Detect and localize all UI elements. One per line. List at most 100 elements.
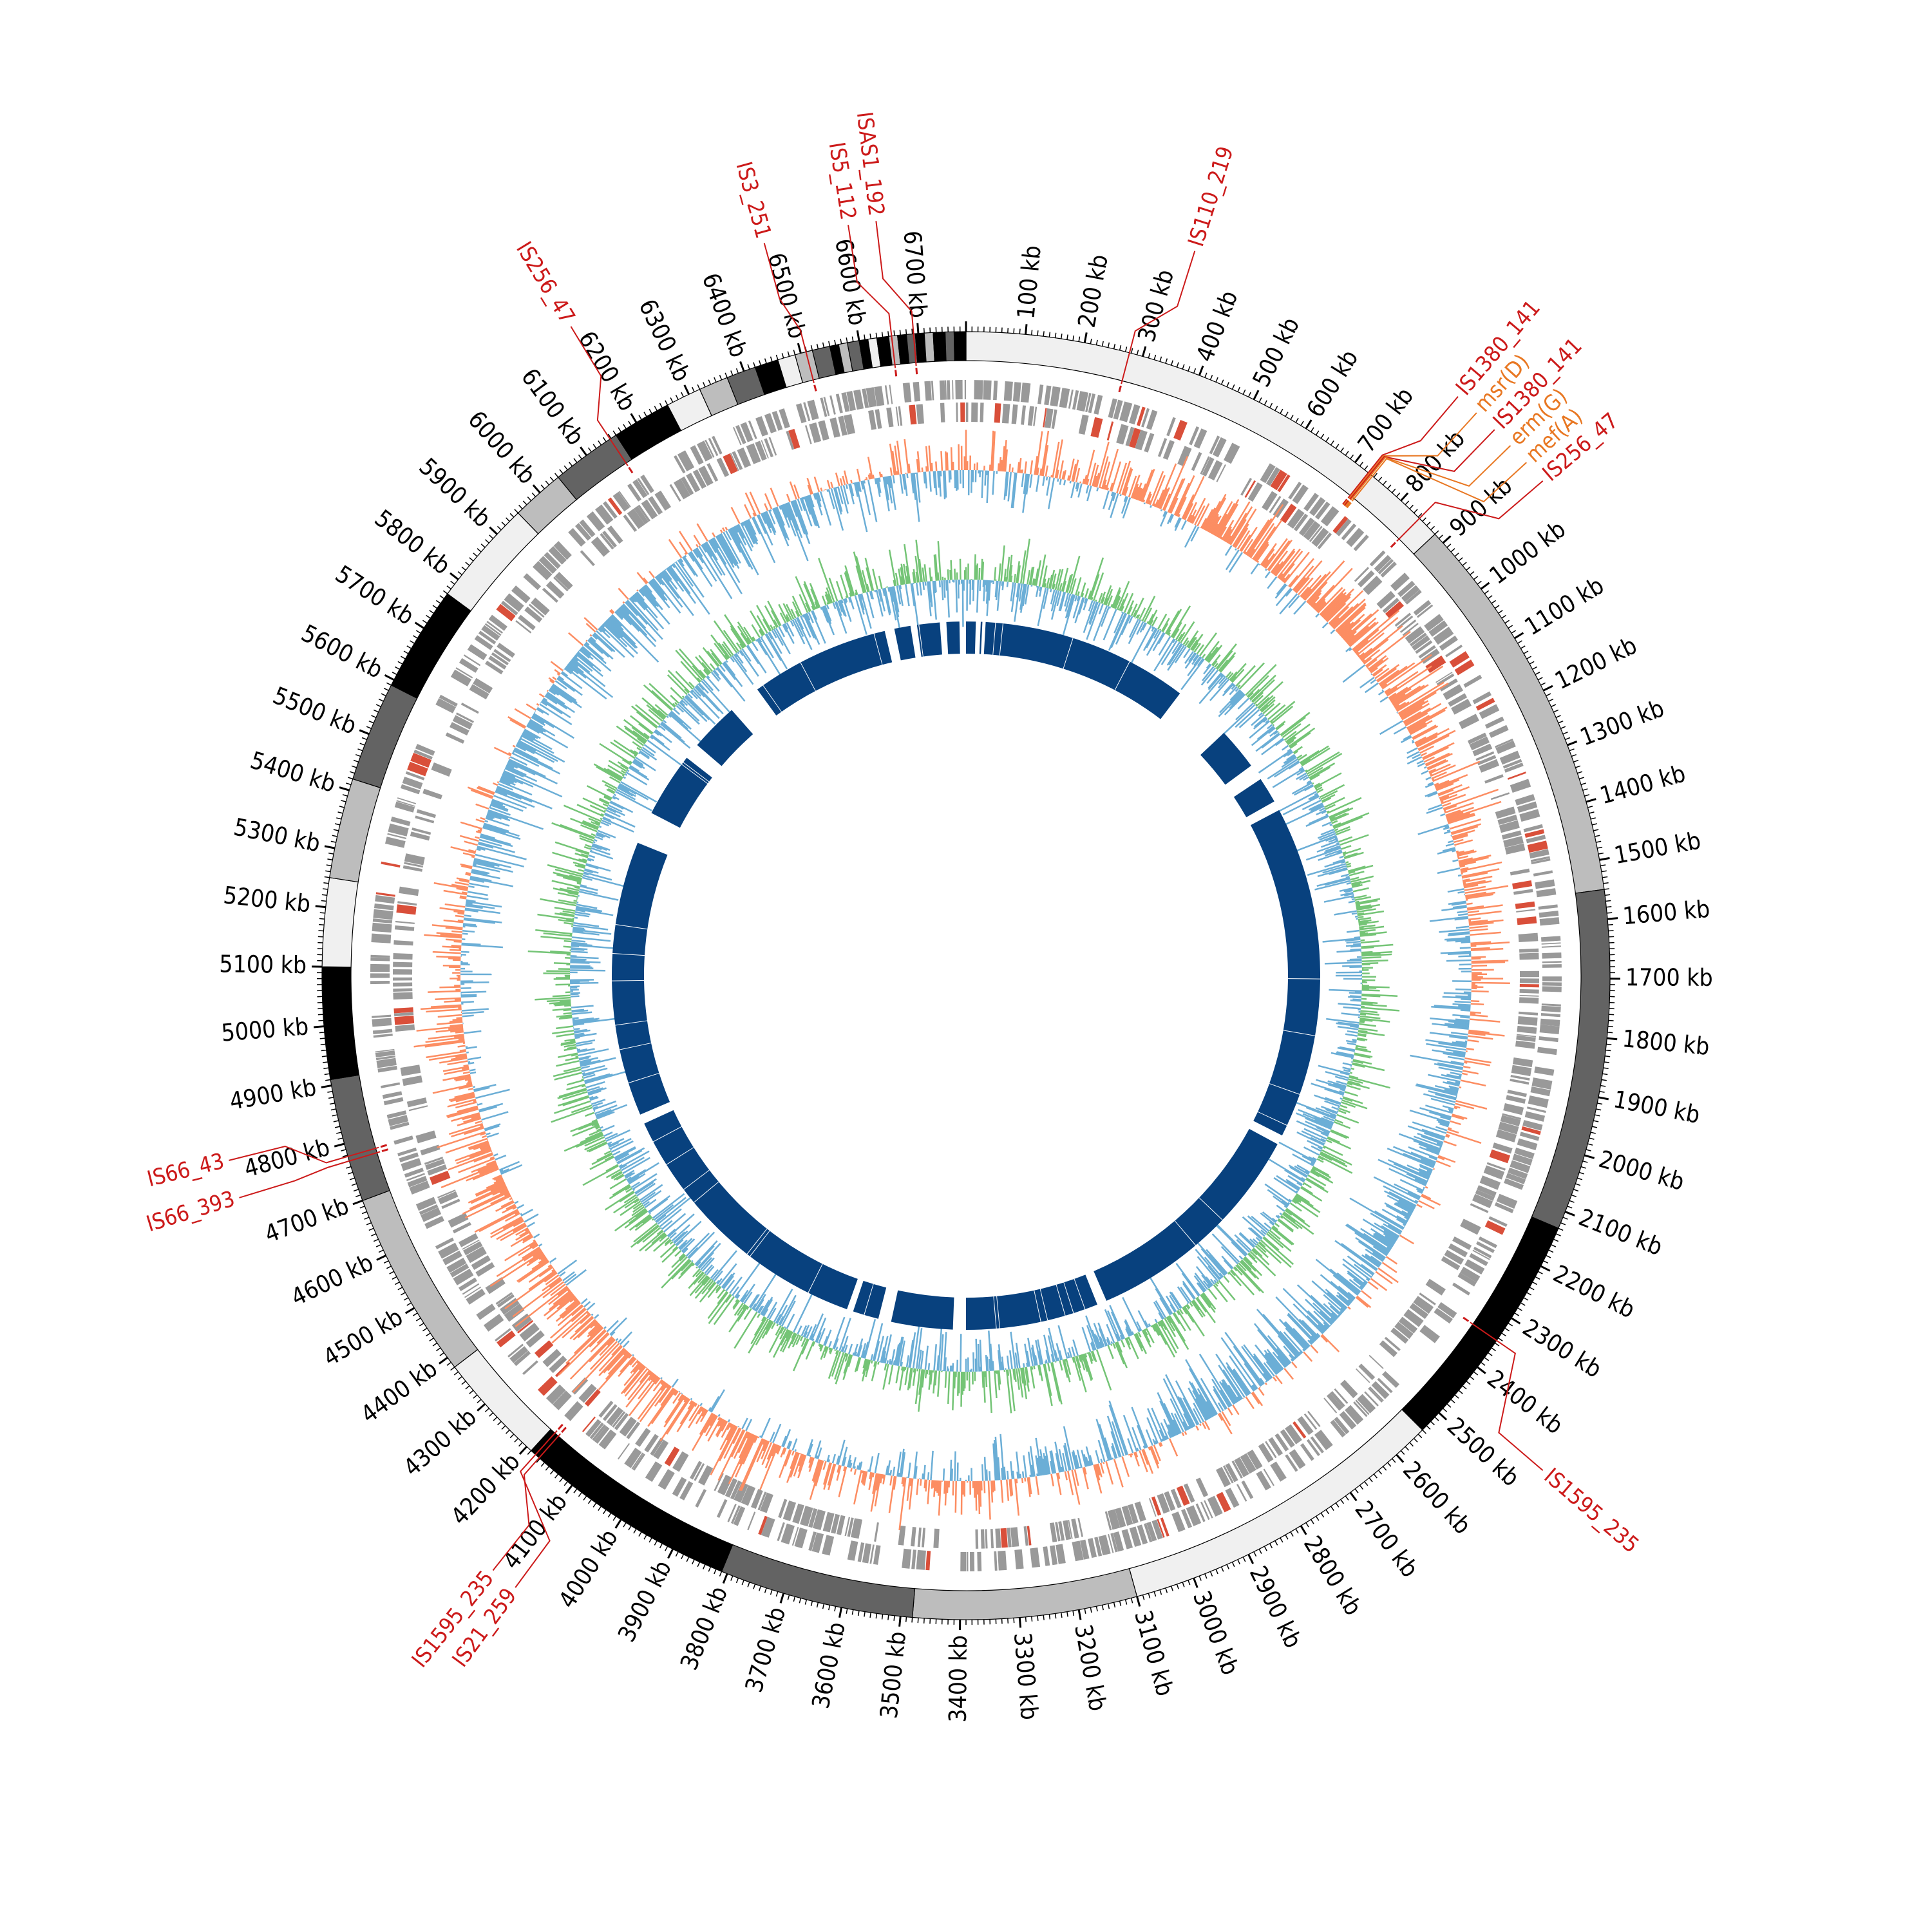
gene-feature xyxy=(589,1422,604,1439)
gene-feature xyxy=(478,630,497,645)
minor-tick xyxy=(1182,364,1185,370)
gene-feature xyxy=(1113,399,1123,420)
track-bar xyxy=(997,1370,1001,1390)
track-bar xyxy=(1430,1097,1455,1106)
track-bar xyxy=(998,563,1001,582)
track-bar xyxy=(590,1321,598,1329)
minor-tick xyxy=(375,1244,381,1247)
track-bar xyxy=(1078,597,1085,615)
minor-tick xyxy=(864,1611,866,1617)
track-bar xyxy=(813,493,817,500)
track-bar xyxy=(1015,1342,1021,1368)
minor-tick xyxy=(325,1079,331,1081)
gene-feature xyxy=(404,1168,424,1178)
track-bar xyxy=(1342,1097,1353,1103)
track-bar xyxy=(740,522,754,548)
gene-feature xyxy=(1088,393,1095,413)
track-bar xyxy=(513,748,553,770)
track-bar xyxy=(1264,571,1271,578)
track-bar xyxy=(1171,621,1182,638)
track-bar xyxy=(1233,1345,1263,1387)
minor-tick xyxy=(1019,328,1021,334)
track-bar xyxy=(1339,1046,1356,1051)
track-bar xyxy=(1427,781,1434,786)
track-bar xyxy=(1263,1362,1275,1377)
gene-feature xyxy=(415,815,435,824)
track-bar xyxy=(540,1256,547,1261)
track-bar xyxy=(1307,766,1323,777)
track-bar xyxy=(1021,469,1023,473)
track-bar xyxy=(1185,1304,1190,1310)
track-bar xyxy=(473,860,495,867)
minor-tick xyxy=(670,397,674,402)
track-bar xyxy=(442,1074,471,1081)
gene-feature xyxy=(1043,408,1047,428)
track-bar xyxy=(615,610,624,619)
track-bar xyxy=(549,1278,562,1288)
gene-feature xyxy=(1472,1249,1490,1260)
track-bar xyxy=(1258,1242,1282,1264)
track-bar xyxy=(1088,600,1094,612)
track-bar xyxy=(1375,1271,1393,1285)
track-bar xyxy=(1398,692,1437,716)
track-bar xyxy=(1155,1288,1172,1315)
gene-feature xyxy=(1144,433,1155,453)
track-bar xyxy=(1243,1344,1271,1381)
minor-tick xyxy=(1578,1171,1585,1175)
track-bar xyxy=(1320,1138,1327,1142)
track-bar xyxy=(1358,920,1369,924)
track-bar xyxy=(1083,600,1095,634)
minor-tick xyxy=(527,497,532,501)
track-bar xyxy=(856,1465,859,1470)
track-bar xyxy=(455,881,469,886)
track-bar xyxy=(1323,1324,1329,1329)
track-bar xyxy=(681,1392,683,1394)
minor-tick xyxy=(1300,421,1304,426)
track-bar xyxy=(1452,835,1468,840)
minor-tick xyxy=(522,500,527,506)
track-bar xyxy=(665,569,667,571)
gene-feature xyxy=(946,380,951,400)
gene-feature xyxy=(1531,1077,1553,1090)
track-bar xyxy=(1237,697,1249,710)
track-bar xyxy=(463,917,502,923)
gene-feature xyxy=(1484,716,1504,729)
track-bar xyxy=(469,1068,476,1072)
track-bar xyxy=(934,1370,938,1386)
gene-feature xyxy=(1108,398,1117,419)
track-bar xyxy=(721,1422,731,1438)
track-bar xyxy=(1412,741,1415,744)
track-bar xyxy=(572,658,591,674)
track-bar xyxy=(1168,478,1186,513)
gene-feature xyxy=(1208,460,1223,481)
gene-feature xyxy=(873,1545,881,1565)
track-bar xyxy=(1264,1183,1292,1203)
track-bar xyxy=(868,1472,873,1490)
track-bar xyxy=(695,1408,706,1425)
minor-tick xyxy=(1373,1473,1378,1479)
gene-feature xyxy=(375,895,395,904)
gene-feature xyxy=(394,925,415,931)
gene-feature xyxy=(813,1509,826,1530)
track-bar xyxy=(1158,636,1171,656)
track-bar xyxy=(1294,784,1314,796)
track-bar xyxy=(1352,610,1400,650)
tick-label: 6000 kb xyxy=(462,406,541,489)
track-bar xyxy=(1218,676,1226,685)
gene-feature xyxy=(1542,986,1562,992)
track-bar xyxy=(1022,538,1030,584)
track-bar xyxy=(477,1103,483,1106)
track-bar xyxy=(1181,494,1195,519)
track-bar xyxy=(580,648,594,660)
track-bar xyxy=(1121,1456,1130,1477)
track-bar xyxy=(943,1481,946,1494)
track-bar xyxy=(474,858,512,869)
track-bar xyxy=(1312,782,1314,785)
track-bar xyxy=(1323,1131,1330,1135)
track-bar xyxy=(918,1349,922,1369)
track-bar xyxy=(1106,1323,1115,1343)
minor-tick xyxy=(747,1582,750,1587)
gene-feature xyxy=(603,501,618,519)
gene-feature xyxy=(1519,948,1539,953)
gene-feature xyxy=(1098,1535,1111,1556)
